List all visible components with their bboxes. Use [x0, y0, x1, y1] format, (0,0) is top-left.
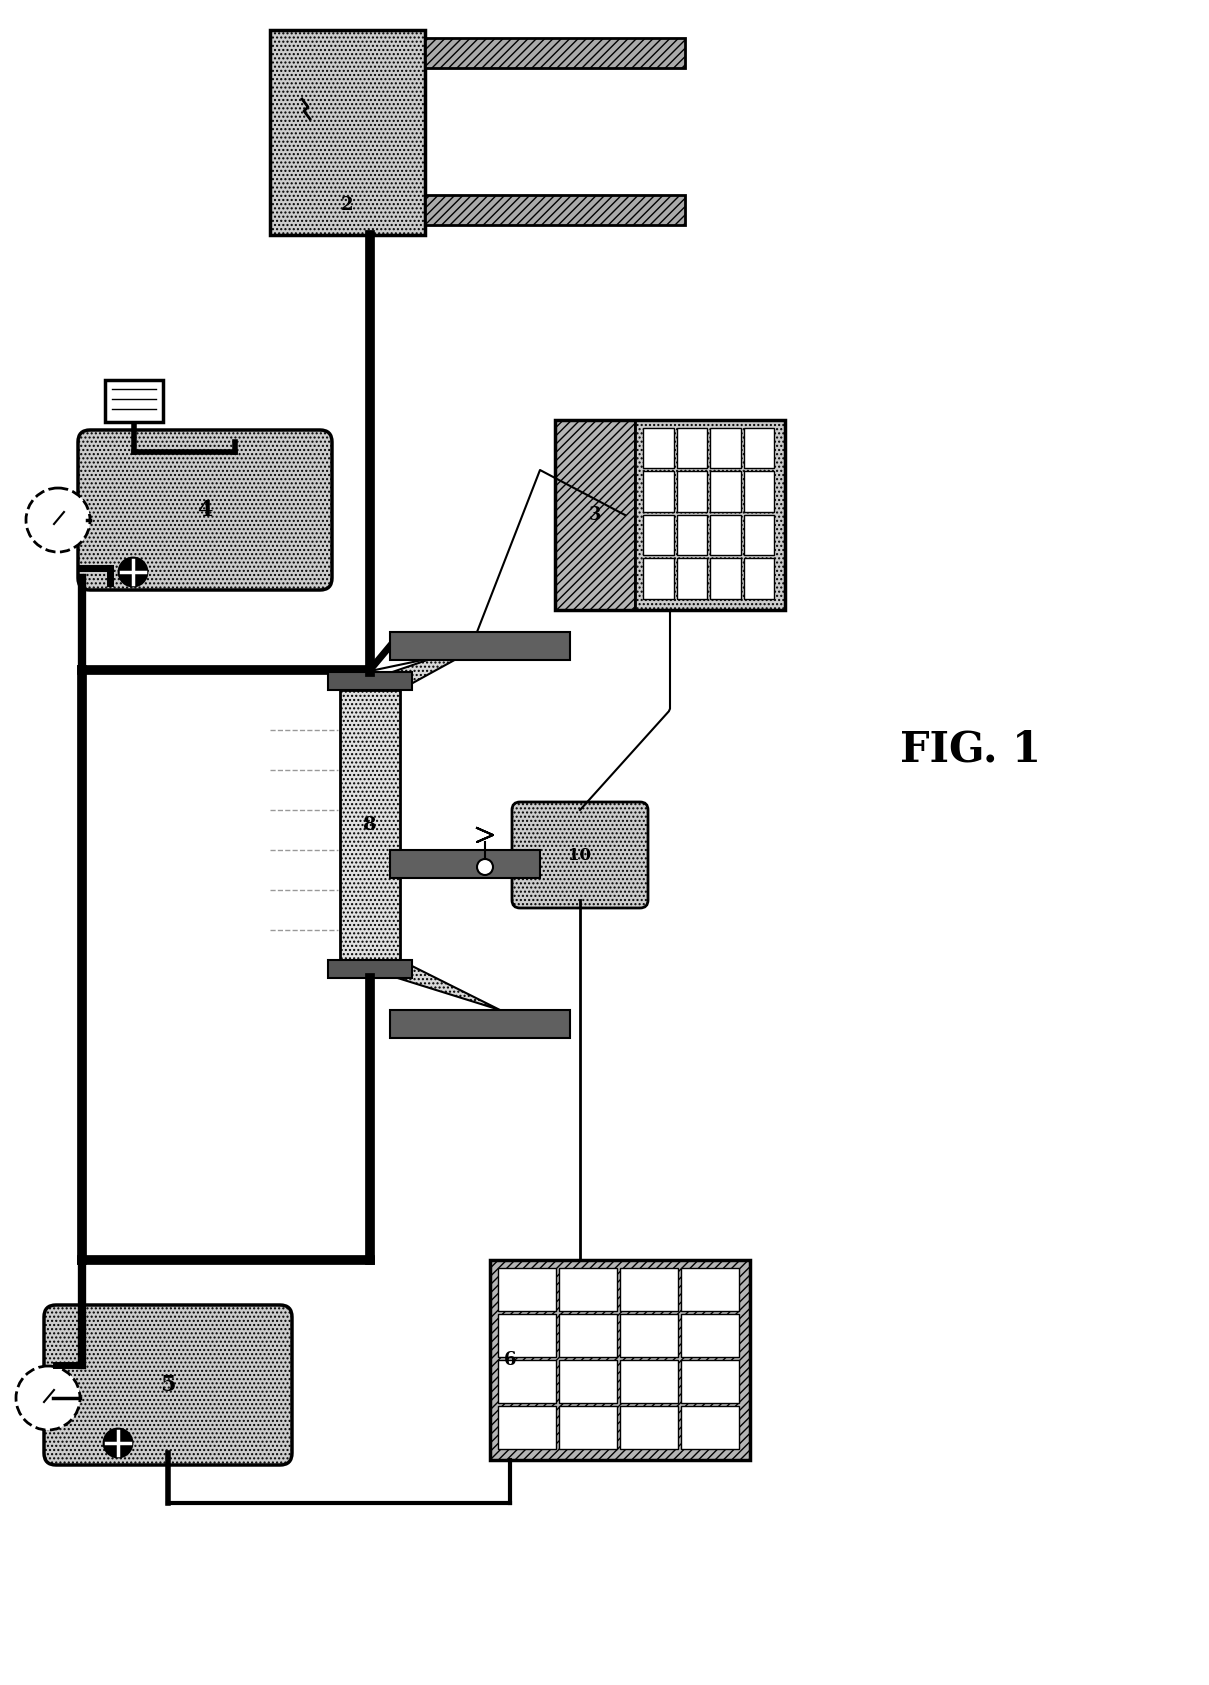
Bar	[285, 138, 326, 174]
Bar	[677, 428, 707, 468]
Text: 10: 10	[568, 846, 591, 863]
Bar	[710, 558, 740, 598]
Bar	[352, 185, 394, 221]
Bar	[559, 1360, 617, 1404]
Bar	[559, 1269, 617, 1311]
Bar	[620, 1269, 678, 1311]
Bar	[643, 472, 673, 512]
Bar	[490, 1260, 750, 1459]
Bar	[555, 420, 635, 610]
Bar	[744, 558, 774, 598]
Bar	[340, 689, 400, 960]
Bar	[391, 1009, 569, 1038]
Circle shape	[104, 1429, 132, 1458]
Bar	[391, 632, 569, 661]
Bar	[677, 516, 707, 556]
Bar	[352, 51, 394, 84]
FancyBboxPatch shape	[79, 430, 332, 590]
Text: 5: 5	[161, 1373, 175, 1395]
Circle shape	[118, 558, 147, 586]
FancyBboxPatch shape	[511, 802, 648, 908]
Circle shape	[27, 489, 89, 553]
Bar	[498, 1314, 556, 1356]
Bar	[681, 1269, 739, 1311]
Bar	[643, 516, 673, 556]
Bar	[328, 960, 412, 977]
Bar	[710, 472, 740, 512]
Bar	[744, 516, 774, 556]
Bar	[285, 93, 326, 126]
Bar	[643, 428, 673, 468]
Text: 2: 2	[341, 195, 353, 214]
Bar	[352, 138, 394, 174]
Bar	[681, 1405, 739, 1449]
Text: 3: 3	[589, 506, 601, 524]
Bar	[681, 1314, 739, 1356]
FancyBboxPatch shape	[44, 1304, 293, 1464]
Bar	[559, 1405, 617, 1449]
Polygon shape	[340, 960, 501, 1009]
Bar	[498, 1360, 556, 1404]
Bar	[426, 195, 686, 226]
Circle shape	[16, 1367, 80, 1431]
Bar	[285, 51, 326, 84]
Bar	[710, 428, 740, 468]
Bar	[328, 672, 412, 689]
Bar	[681, 1360, 739, 1404]
Bar	[620, 1405, 678, 1449]
Bar	[677, 472, 707, 512]
Text: FIG. 1: FIG. 1	[899, 730, 1041, 772]
Text: 6: 6	[504, 1351, 516, 1368]
Bar	[559, 1314, 617, 1356]
Bar	[620, 1360, 678, 1404]
Bar	[635, 420, 785, 610]
Bar	[643, 558, 673, 598]
Bar	[744, 428, 774, 468]
Bar	[710, 516, 740, 556]
Bar	[285, 185, 326, 221]
Bar	[620, 1314, 678, 1356]
Bar	[426, 39, 686, 67]
Bar	[490, 1260, 750, 1459]
Bar	[498, 1405, 556, 1449]
Bar	[270, 30, 426, 234]
Bar	[555, 420, 785, 610]
Bar	[105, 381, 163, 421]
Bar	[498, 1269, 556, 1311]
Bar	[391, 849, 540, 878]
Bar	[744, 472, 774, 512]
Circle shape	[478, 859, 493, 875]
Bar	[352, 93, 394, 126]
Polygon shape	[340, 635, 501, 689]
Text: 8: 8	[363, 816, 377, 834]
Bar	[677, 558, 707, 598]
Text: 4: 4	[197, 499, 213, 521]
